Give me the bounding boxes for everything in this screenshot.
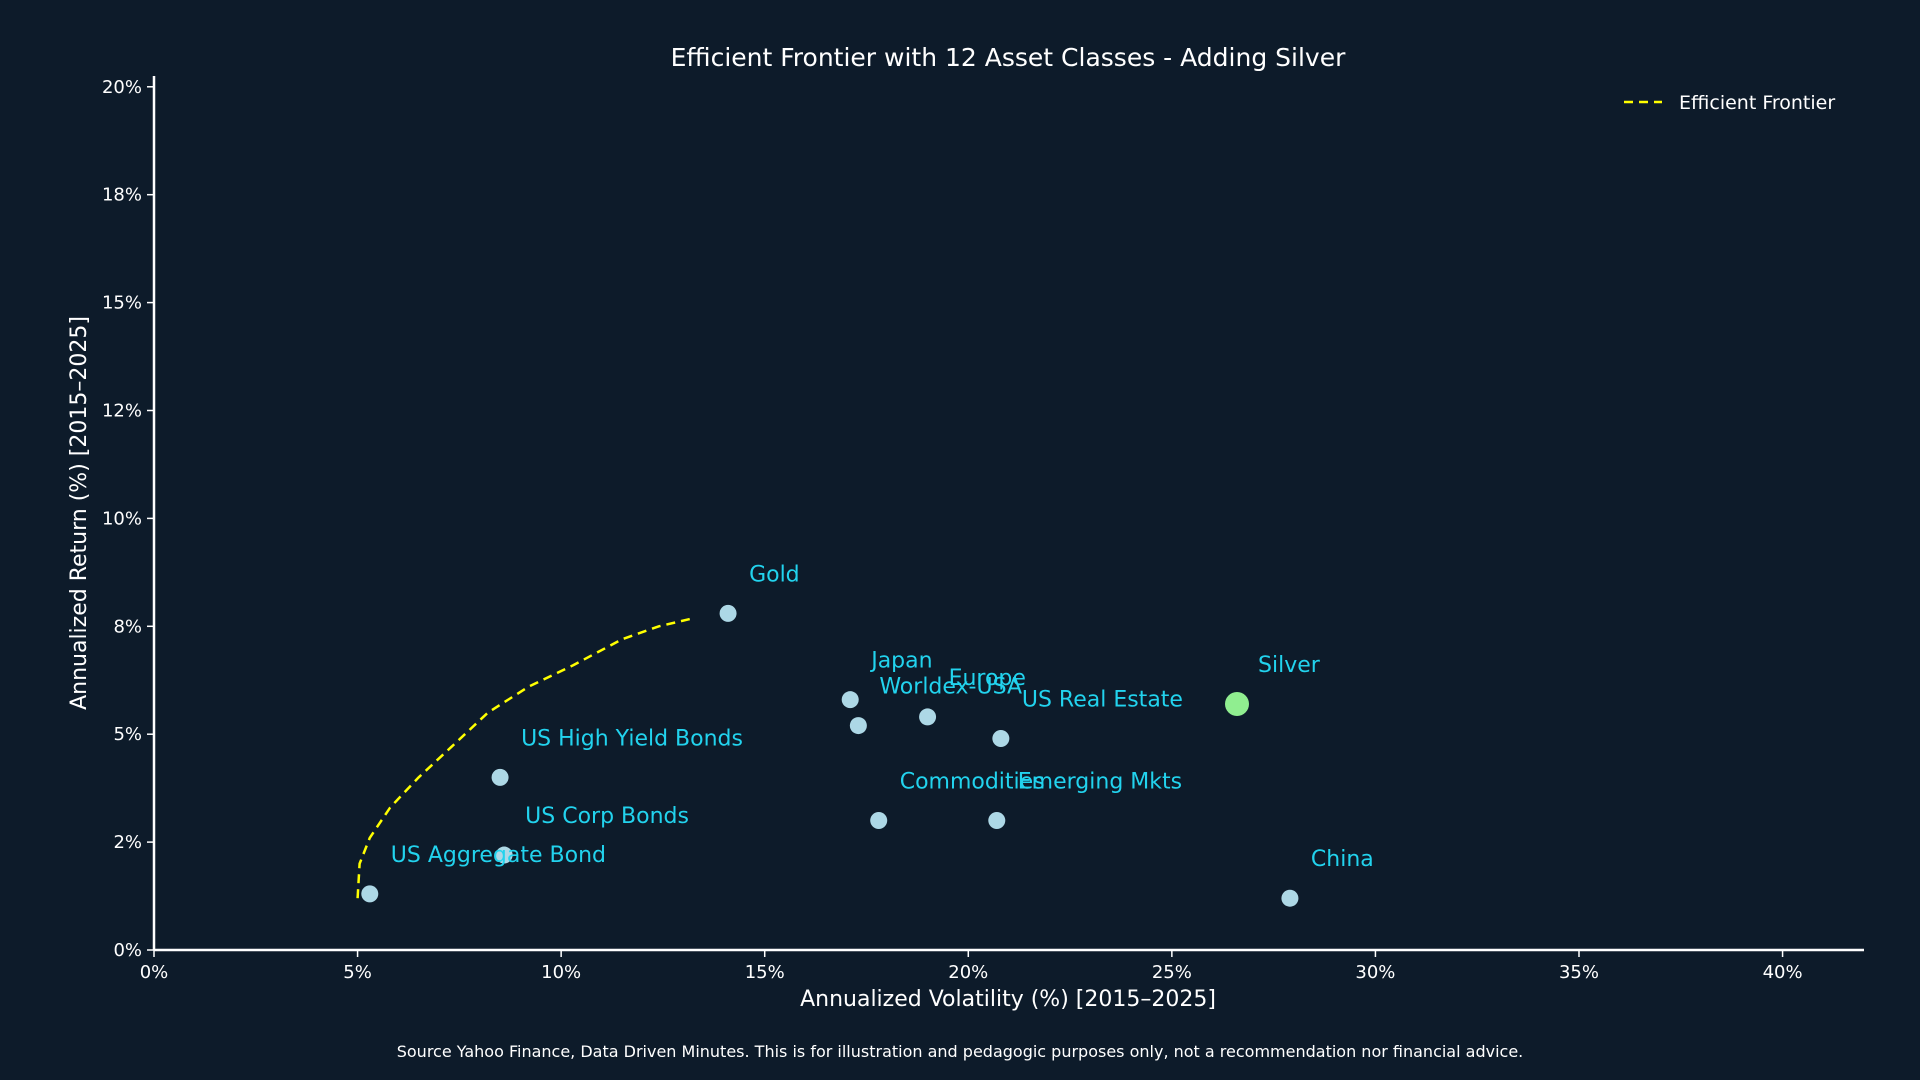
point-label-europe: Europe (949, 666, 1026, 691)
point-label-china: China (1311, 847, 1374, 872)
y-axis-ticks: 0% 2% 5% 8% 10% 12% 15% 18% 20% (102, 77, 154, 961)
x-tick-label: 0% (140, 962, 169, 983)
point-europe (919, 708, 937, 726)
x-axis-ticks: 0% 5% 10% 15% 20% 25% 30% 35% 40% (140, 950, 1803, 983)
point-label-worldex-usa: Worldex-USA (879, 675, 1022, 700)
x-tick-label: 5% (343, 962, 372, 983)
asset-points (361, 604, 1299, 907)
x-tick-label: 30% (1355, 962, 1395, 983)
y-tick-label: 0% (113, 940, 142, 961)
x-tick-label: 20% (948, 962, 988, 983)
x-tick-label: 15% (745, 962, 785, 983)
y-tick-label: 8% (113, 616, 142, 637)
y-axis-label: Annualized Return (%) [2015–2025] (67, 316, 92, 710)
point-label-emerging-mkts: Emerging Mkts (1018, 770, 1182, 795)
point-label-silver: Silver (1258, 653, 1321, 678)
point-label-commodities: Commodities (900, 770, 1045, 795)
x-tick-label: 10% (541, 962, 581, 983)
point-us-aggregate-bond (361, 885, 379, 903)
point-worldex-usa (849, 717, 867, 735)
point-label-japan: Japan (869, 649, 932, 674)
efficient-frontier-line (356, 616, 696, 899)
y-tick-label: 20% (102, 77, 142, 98)
point-label-us-real-estate: US Real Estate (1022, 688, 1183, 713)
plot-area: 0% 5% 10% 15% 20% 25% 30% 35% 40% 0% 2% 5% 8% 10% 12%… (102, 76, 1864, 983)
legend-frontier-label: Efficient Frontier (1679, 92, 1835, 114)
point-gold (719, 604, 737, 622)
point-label-us-high-yield-bonds: US High Yield Bonds (521, 726, 743, 751)
x-axis-label: Annualized Volatility (%) [2015–2025] (800, 987, 1216, 1012)
y-tick-label: 2% (113, 832, 142, 853)
y-tick-label: 18% (102, 185, 142, 206)
x-tick-label: 40% (1763, 962, 1803, 983)
point-silver (1225, 691, 1249, 716)
point-us-high-yield-bonds (491, 768, 509, 786)
point-us-real-estate (992, 730, 1010, 748)
y-tick-label: 10% (102, 508, 142, 529)
point-label-us-aggregate-bond: US Aggregate Bond (391, 843, 606, 868)
point-label-gold: Gold (749, 562, 800, 587)
legend: Efficient Frontier (1624, 92, 1835, 114)
x-tick-label: 25% (1152, 962, 1192, 983)
point-label-us-corp-bonds: US Corp Bonds (525, 804, 689, 829)
point-commodities (870, 812, 888, 830)
y-tick-label: 15% (102, 293, 142, 314)
y-tick-label: 12% (102, 400, 142, 421)
y-tick-label: 5% (113, 724, 142, 745)
point-china (1281, 889, 1299, 907)
point-emerging-mkts (988, 812, 1006, 830)
chart-title: Efficient Frontier with 12 Asset Classes… (671, 43, 1346, 72)
x-tick-label: 35% (1559, 962, 1599, 983)
point-us-corp-bonds (495, 846, 513, 864)
point-japan (841, 691, 859, 709)
source-note: Source Yahoo Finance, Data Driven Minute… (397, 1042, 1524, 1061)
